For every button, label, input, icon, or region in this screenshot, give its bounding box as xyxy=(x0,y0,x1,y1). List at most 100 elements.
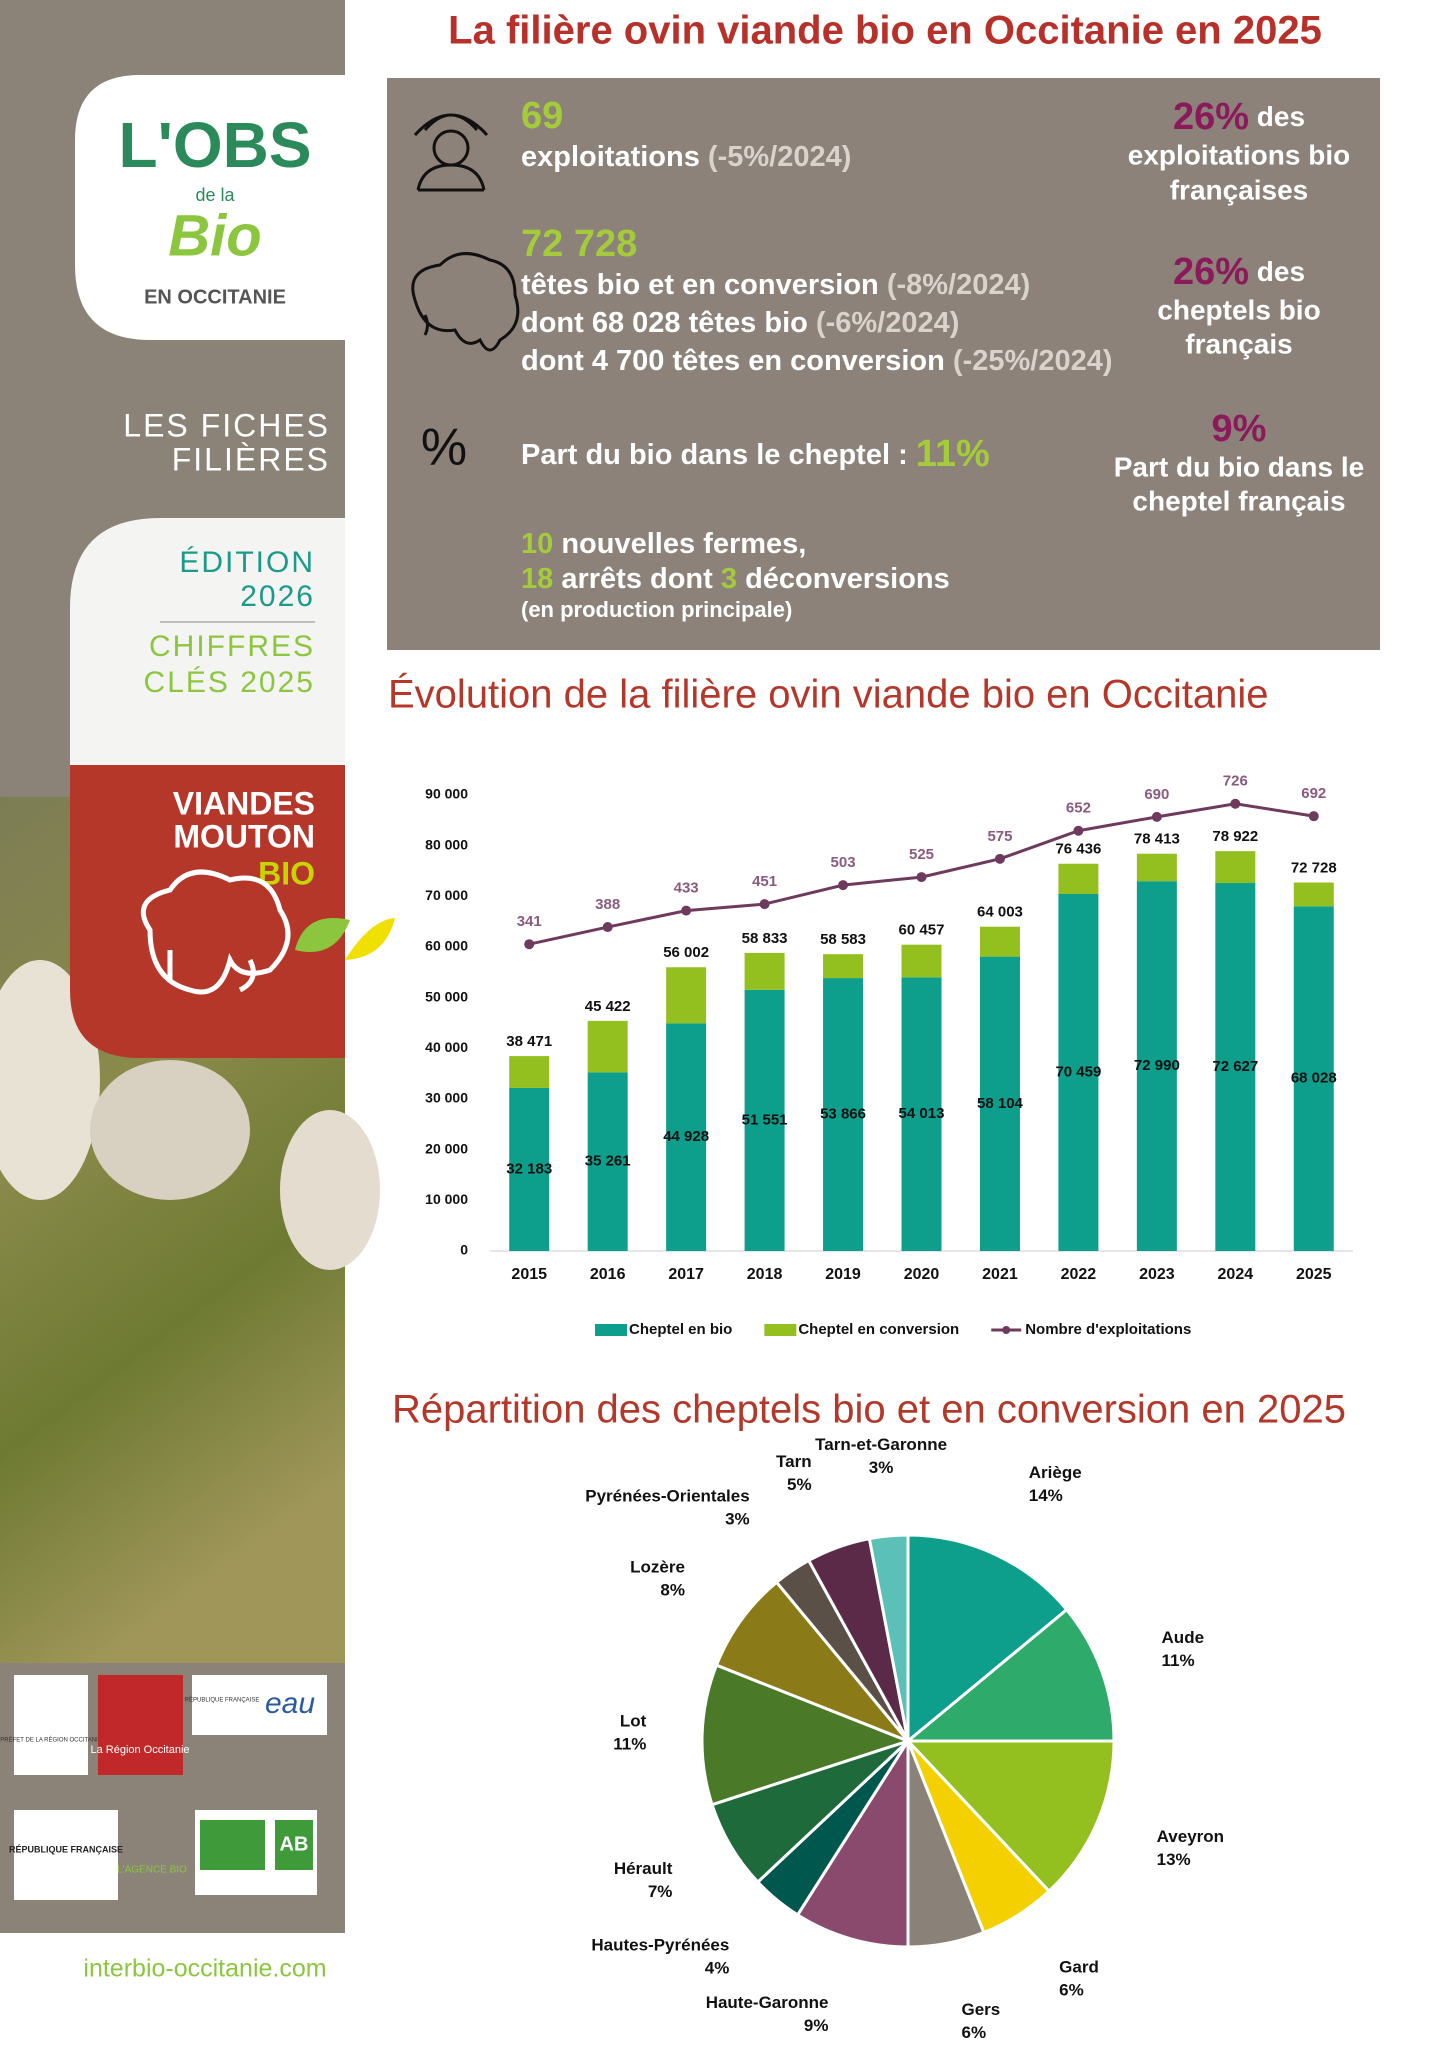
x-tick-label: 2018 xyxy=(747,1266,783,1283)
sheep-icon xyxy=(411,252,520,352)
chart-title: Évolution de la filière ovin viande bio … xyxy=(388,672,1269,717)
y-tick-label: 40 000 xyxy=(425,1039,468,1055)
legend-label: Cheptel en bio xyxy=(629,1321,732,1338)
percent-icon: % xyxy=(421,419,467,477)
figure-change: (-25%/2024) xyxy=(953,345,1113,377)
total-label: 78 922 xyxy=(1212,828,1258,845)
y-tick-label: 80 000 xyxy=(425,836,468,852)
legend-label: Nombre d'exploitations xyxy=(1025,1321,1191,1338)
pie-label: Haute-Garonne xyxy=(706,1993,829,2012)
bar xyxy=(979,926,1020,957)
line-value-label: 525 xyxy=(909,846,934,863)
pie-slice xyxy=(700,1663,913,1807)
line-point xyxy=(994,853,1005,864)
x-tick-label: 2019 xyxy=(825,1266,861,1283)
national-value: 26% xyxy=(1173,251,1249,293)
pie-value-label: 9% xyxy=(804,2016,829,2035)
website[interactable]: interbio-occitanie.com xyxy=(83,1955,326,1983)
y-tick-label: 70 000 xyxy=(425,887,468,903)
pie-label: Aveyron xyxy=(1157,1827,1224,1846)
partner-logo xyxy=(14,1675,88,1775)
series-title: LES FICHES xyxy=(123,407,330,443)
pie-label: Ariège xyxy=(1029,1463,1082,1482)
bar xyxy=(509,1087,550,1251)
x-tick-label: 2015 xyxy=(511,1266,547,1283)
y-tick-label: 30 000 xyxy=(425,1090,468,1106)
pie-slice xyxy=(903,1607,1116,1743)
figure-label: têtes bio et en conversion xyxy=(521,269,879,301)
total-label: 45 422 xyxy=(585,998,631,1015)
line-point xyxy=(1073,825,1084,836)
figure-value: 11% xyxy=(916,433,990,475)
bar xyxy=(1058,863,1099,895)
partner-text: RÉPUBLIQUE FRANÇAISE xyxy=(9,1844,123,1854)
figure-label: arrêts dont xyxy=(561,563,713,595)
pie-value-label: 4% xyxy=(705,1958,730,1977)
bar xyxy=(1215,883,1256,1251)
figure-line: dont 4 700 têtes en conversion (-25%/202… xyxy=(521,345,1113,377)
pie-value-label: 6% xyxy=(1059,1981,1084,2000)
ab-logo xyxy=(275,1820,313,1870)
total-label: 72 728 xyxy=(1291,859,1337,876)
bar xyxy=(823,978,864,1251)
partner-logo xyxy=(14,1810,118,1900)
line-value-label: 652 xyxy=(1066,800,1091,817)
line-point xyxy=(1230,798,1241,809)
figure-value: 18 xyxy=(521,563,553,595)
eu-logo xyxy=(200,1820,265,1870)
total-label: 38 471 xyxy=(506,1033,552,1050)
total-label: 78 413 xyxy=(1134,831,1180,848)
line-point xyxy=(524,939,535,950)
pie-value-label: 3% xyxy=(725,1510,750,1529)
pie-value-label: 7% xyxy=(648,1882,673,1901)
bar xyxy=(979,956,1020,1251)
farmer-icon xyxy=(413,113,489,192)
pie-label: Gers xyxy=(962,2000,1001,2019)
figure-line: exploitations (-5%/2024) xyxy=(521,141,851,173)
figure-change: (-5%/2024) xyxy=(708,141,851,173)
bar xyxy=(901,944,942,978)
figure-label: déconversions xyxy=(745,563,950,595)
line-value-label: 503 xyxy=(831,854,856,871)
sheep-icon xyxy=(140,869,291,995)
bar xyxy=(1293,906,1334,1251)
pie-label: Gard xyxy=(1059,1958,1099,1977)
bar xyxy=(1136,881,1177,1251)
theme: MOUTON xyxy=(173,818,315,854)
logo-text: de la xyxy=(195,185,235,205)
bar xyxy=(1215,851,1256,884)
figure-line: dont 68 028 têtes bio (-6%/2024) xyxy=(521,307,959,339)
total-label: 76 436 xyxy=(1055,841,1101,858)
bar xyxy=(1136,853,1177,882)
figure-label: exploitations xyxy=(521,141,700,173)
y-tick-label: 90 000 xyxy=(425,786,468,802)
figure-change: (-6%/2024) xyxy=(816,307,959,339)
line-point xyxy=(759,899,770,910)
x-tick-label: 2016 xyxy=(590,1266,626,1283)
figure-label: dont 4 700 têtes en conversion xyxy=(521,345,945,377)
line-value-label: 451 xyxy=(752,873,777,890)
partner-logo xyxy=(98,1675,183,1775)
national-value: 26% xyxy=(1173,96,1249,138)
edition-card xyxy=(70,518,345,765)
national-text: exploitations bio xyxy=(1128,139,1350,170)
theme-card xyxy=(70,765,345,1058)
partner-text: AB xyxy=(280,1833,309,1855)
partner-text: L'AGENCE BIO xyxy=(117,1865,187,1876)
figures: CLÉS 2025 xyxy=(144,666,315,699)
line-value-label: 575 xyxy=(987,828,1012,845)
pie-slice xyxy=(795,1735,910,1949)
line-point xyxy=(1308,811,1319,822)
figure-line: 10 nouvelles fermes, xyxy=(521,528,806,560)
national-text: cheptel français xyxy=(1132,485,1345,516)
line-point xyxy=(1151,811,1162,822)
partner-text: La Région Occitanie xyxy=(90,1744,189,1756)
pie-value-label: 3% xyxy=(869,1458,894,1477)
figure-label: nouvelles fermes, xyxy=(561,528,806,560)
pie-label: Hérault xyxy=(614,1859,673,1878)
national-figure: 26% des xyxy=(1173,251,1305,293)
pie-value-label: 5% xyxy=(787,1475,812,1494)
figures: CHIFFRES xyxy=(149,630,315,663)
line-value-label: 388 xyxy=(595,896,620,913)
